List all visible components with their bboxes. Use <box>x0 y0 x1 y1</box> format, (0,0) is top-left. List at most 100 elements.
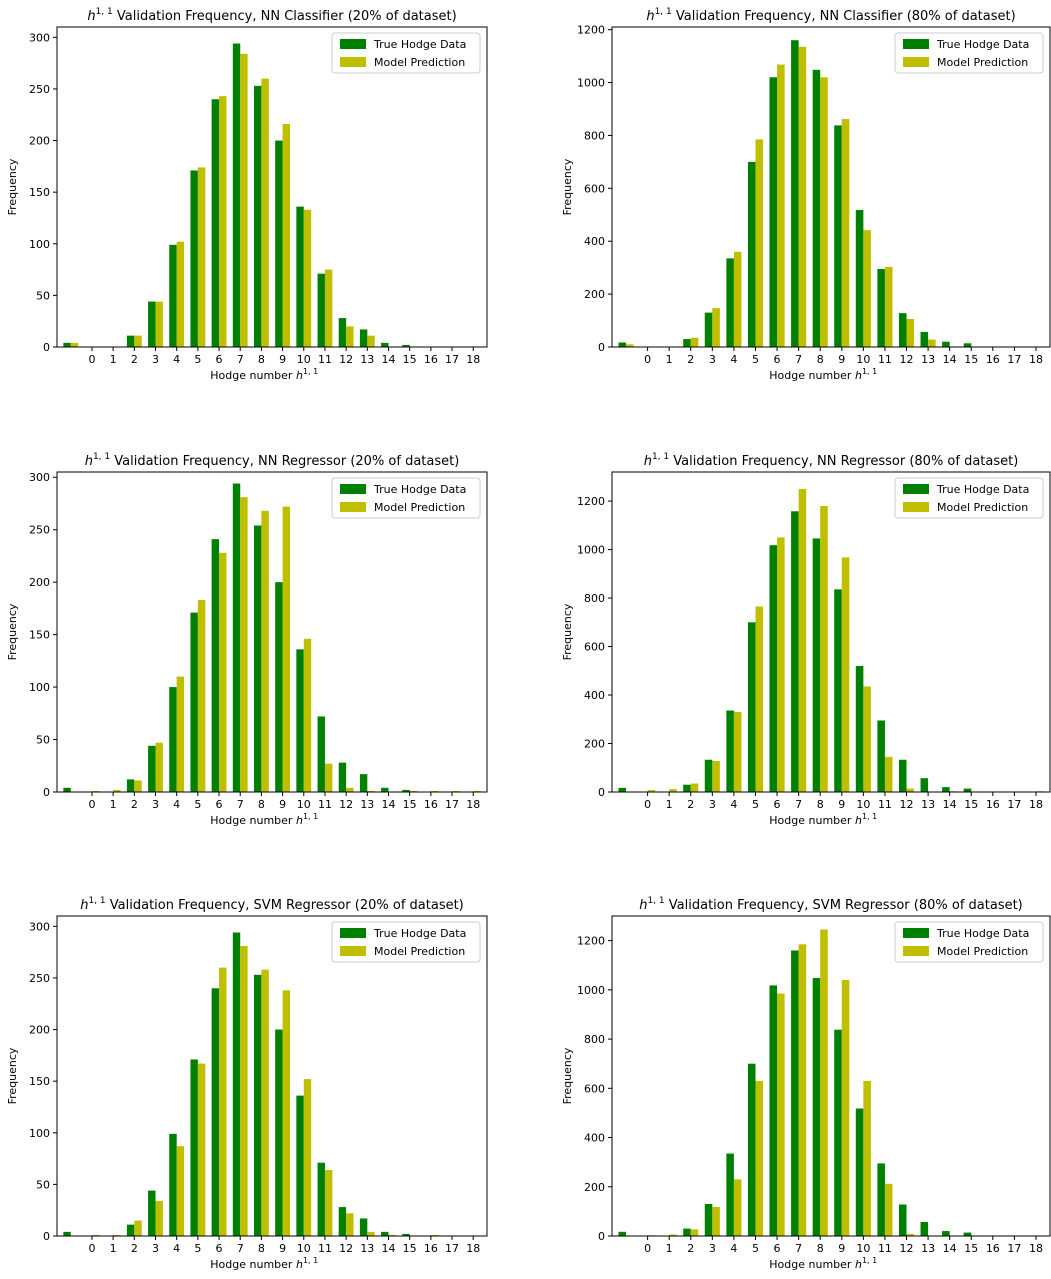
bar-true-3 <box>148 301 156 347</box>
bar-pred-4 <box>176 1146 185 1236</box>
x-tick-label: 17 <box>445 353 459 366</box>
x-tick-label: 16 <box>424 798 438 811</box>
x-tick-label: 0 <box>88 353 95 366</box>
bar-true-9 <box>834 589 842 792</box>
bar-true--1 <box>618 787 627 792</box>
bar-pred-10 <box>863 230 871 347</box>
x-axis-label: Hodge number h1, 1 <box>210 367 321 382</box>
legend-label-true: True Hodge Data <box>936 38 1029 51</box>
y-axis-label: Frequency <box>561 1047 574 1104</box>
x-tick-label: 0 <box>644 1242 651 1255</box>
bar-pred-0 <box>91 1234 100 1236</box>
bar-true-9 <box>275 1029 283 1236</box>
bar-pred-8 <box>820 77 828 348</box>
bar-true-5 <box>747 161 756 347</box>
bar-true-4 <box>169 1133 177 1236</box>
x-tick-label: 15 <box>964 353 978 366</box>
bar-pred-13 <box>367 790 375 792</box>
x-tick-label: 15 <box>403 353 417 366</box>
bar-true-14 <box>381 1231 389 1236</box>
x-tick-label: 1 <box>110 798 117 811</box>
bar-pred-9 <box>841 119 850 348</box>
x-tick-label: 7 <box>237 1242 244 1255</box>
bar-true-14 <box>381 342 389 347</box>
x-tick-label: 2 <box>131 798 138 811</box>
bar-pred-13 <box>367 1231 375 1236</box>
x-tick-label: 0 <box>644 798 651 811</box>
bar-true-11 <box>317 716 325 792</box>
x-tick-label: 14 <box>382 798 396 811</box>
x-tick-label: 5 <box>752 1242 759 1255</box>
y-tick-label: 0 <box>598 786 605 799</box>
y-tick-label: 600 <box>584 182 605 195</box>
x-tick-label: 14 <box>382 1242 396 1255</box>
x-tick-label: 1 <box>666 1242 673 1255</box>
bar-true-4 <box>169 687 177 792</box>
bar-pred-9 <box>282 124 291 347</box>
y-tick-label: 1000 <box>577 984 605 997</box>
y-tick-label: 200 <box>29 576 50 589</box>
bar-true-5 <box>747 1063 756 1236</box>
bar-pred-7 <box>240 53 248 347</box>
y-tick-label: 150 <box>29 186 50 199</box>
bar-pred-8 <box>820 505 828 792</box>
bar-true-15 <box>402 789 410 792</box>
bar-true-2 <box>683 1228 691 1236</box>
bar-true-2 <box>683 784 691 792</box>
x-tick-label: 18 <box>466 1242 480 1255</box>
x-tick-label: 13 <box>921 798 935 811</box>
legend-label-true: True Hodge Data <box>936 483 1029 496</box>
bar-pred-3 <box>712 1206 720 1236</box>
bar-pred-9 <box>282 506 291 792</box>
y-tick-label: 250 <box>29 972 50 985</box>
bar-true-10 <box>296 649 304 792</box>
x-tick-label: 12 <box>900 353 914 366</box>
bar-true-4 <box>169 244 177 347</box>
bar-true-12 <box>338 318 347 347</box>
x-tick-label: 12 <box>339 798 353 811</box>
x-tick-label: 10 <box>856 1242 870 1255</box>
bar-pred-4 <box>733 712 742 792</box>
bar-pred-7 <box>798 488 807 792</box>
x-tick-label: 2 <box>687 353 694 366</box>
x-tick-label: 17 <box>1007 798 1021 811</box>
x-tick-label: 3 <box>152 1242 159 1255</box>
legend: True Hodge Data Model Prediction <box>894 477 1044 519</box>
bar-pred-8 <box>261 510 269 792</box>
x-tick-label: 16 <box>424 353 438 366</box>
bar-pred-1 <box>113 789 121 792</box>
x-tick-label: 9 <box>279 353 286 366</box>
x-tick-label: 17 <box>1007 1242 1021 1255</box>
y-tick-label: 400 <box>584 235 605 248</box>
y-tick-label: 200 <box>29 135 50 148</box>
y-tick-label: 300 <box>29 31 50 44</box>
bar-true-12 <box>898 759 907 792</box>
bar-pred-7 <box>798 944 807 1236</box>
x-tick-label: 4 <box>730 353 737 366</box>
bar-pred-3 <box>155 301 163 347</box>
bar-true-7 <box>791 40 799 347</box>
legend-label-pred: Model Prediction <box>937 56 1028 69</box>
y-tick-label: 1000 <box>577 544 605 557</box>
bar-pred-6 <box>219 552 227 792</box>
x-tick-label: 5 <box>194 798 201 811</box>
y-tick-label: 1200 <box>577 24 605 37</box>
legend-label-pred: Model Prediction <box>374 56 465 69</box>
x-tick-label: 12 <box>339 353 353 366</box>
bar-pred-12 <box>346 326 354 347</box>
bar-pred-3 <box>155 1200 163 1236</box>
bar-true-15 <box>963 788 972 792</box>
bar-pred-10 <box>303 638 312 792</box>
y-tick-label: 150 <box>29 1075 50 1088</box>
legend-label-pred: Model Prediction <box>374 501 465 514</box>
x-tick-label: 4 <box>730 798 737 811</box>
bar-pred-14 <box>388 1234 396 1236</box>
legend-label-true: True Hodge Data <box>936 927 1029 940</box>
bar-pred-3 <box>712 308 720 347</box>
x-tick-label: 6 <box>774 798 781 811</box>
x-tick-label: 16 <box>986 353 1000 366</box>
x-tick-label: 6 <box>216 798 223 811</box>
legend-label-true: True Hodge Data <box>373 38 466 51</box>
x-tick-label: 4 <box>730 1242 737 1255</box>
